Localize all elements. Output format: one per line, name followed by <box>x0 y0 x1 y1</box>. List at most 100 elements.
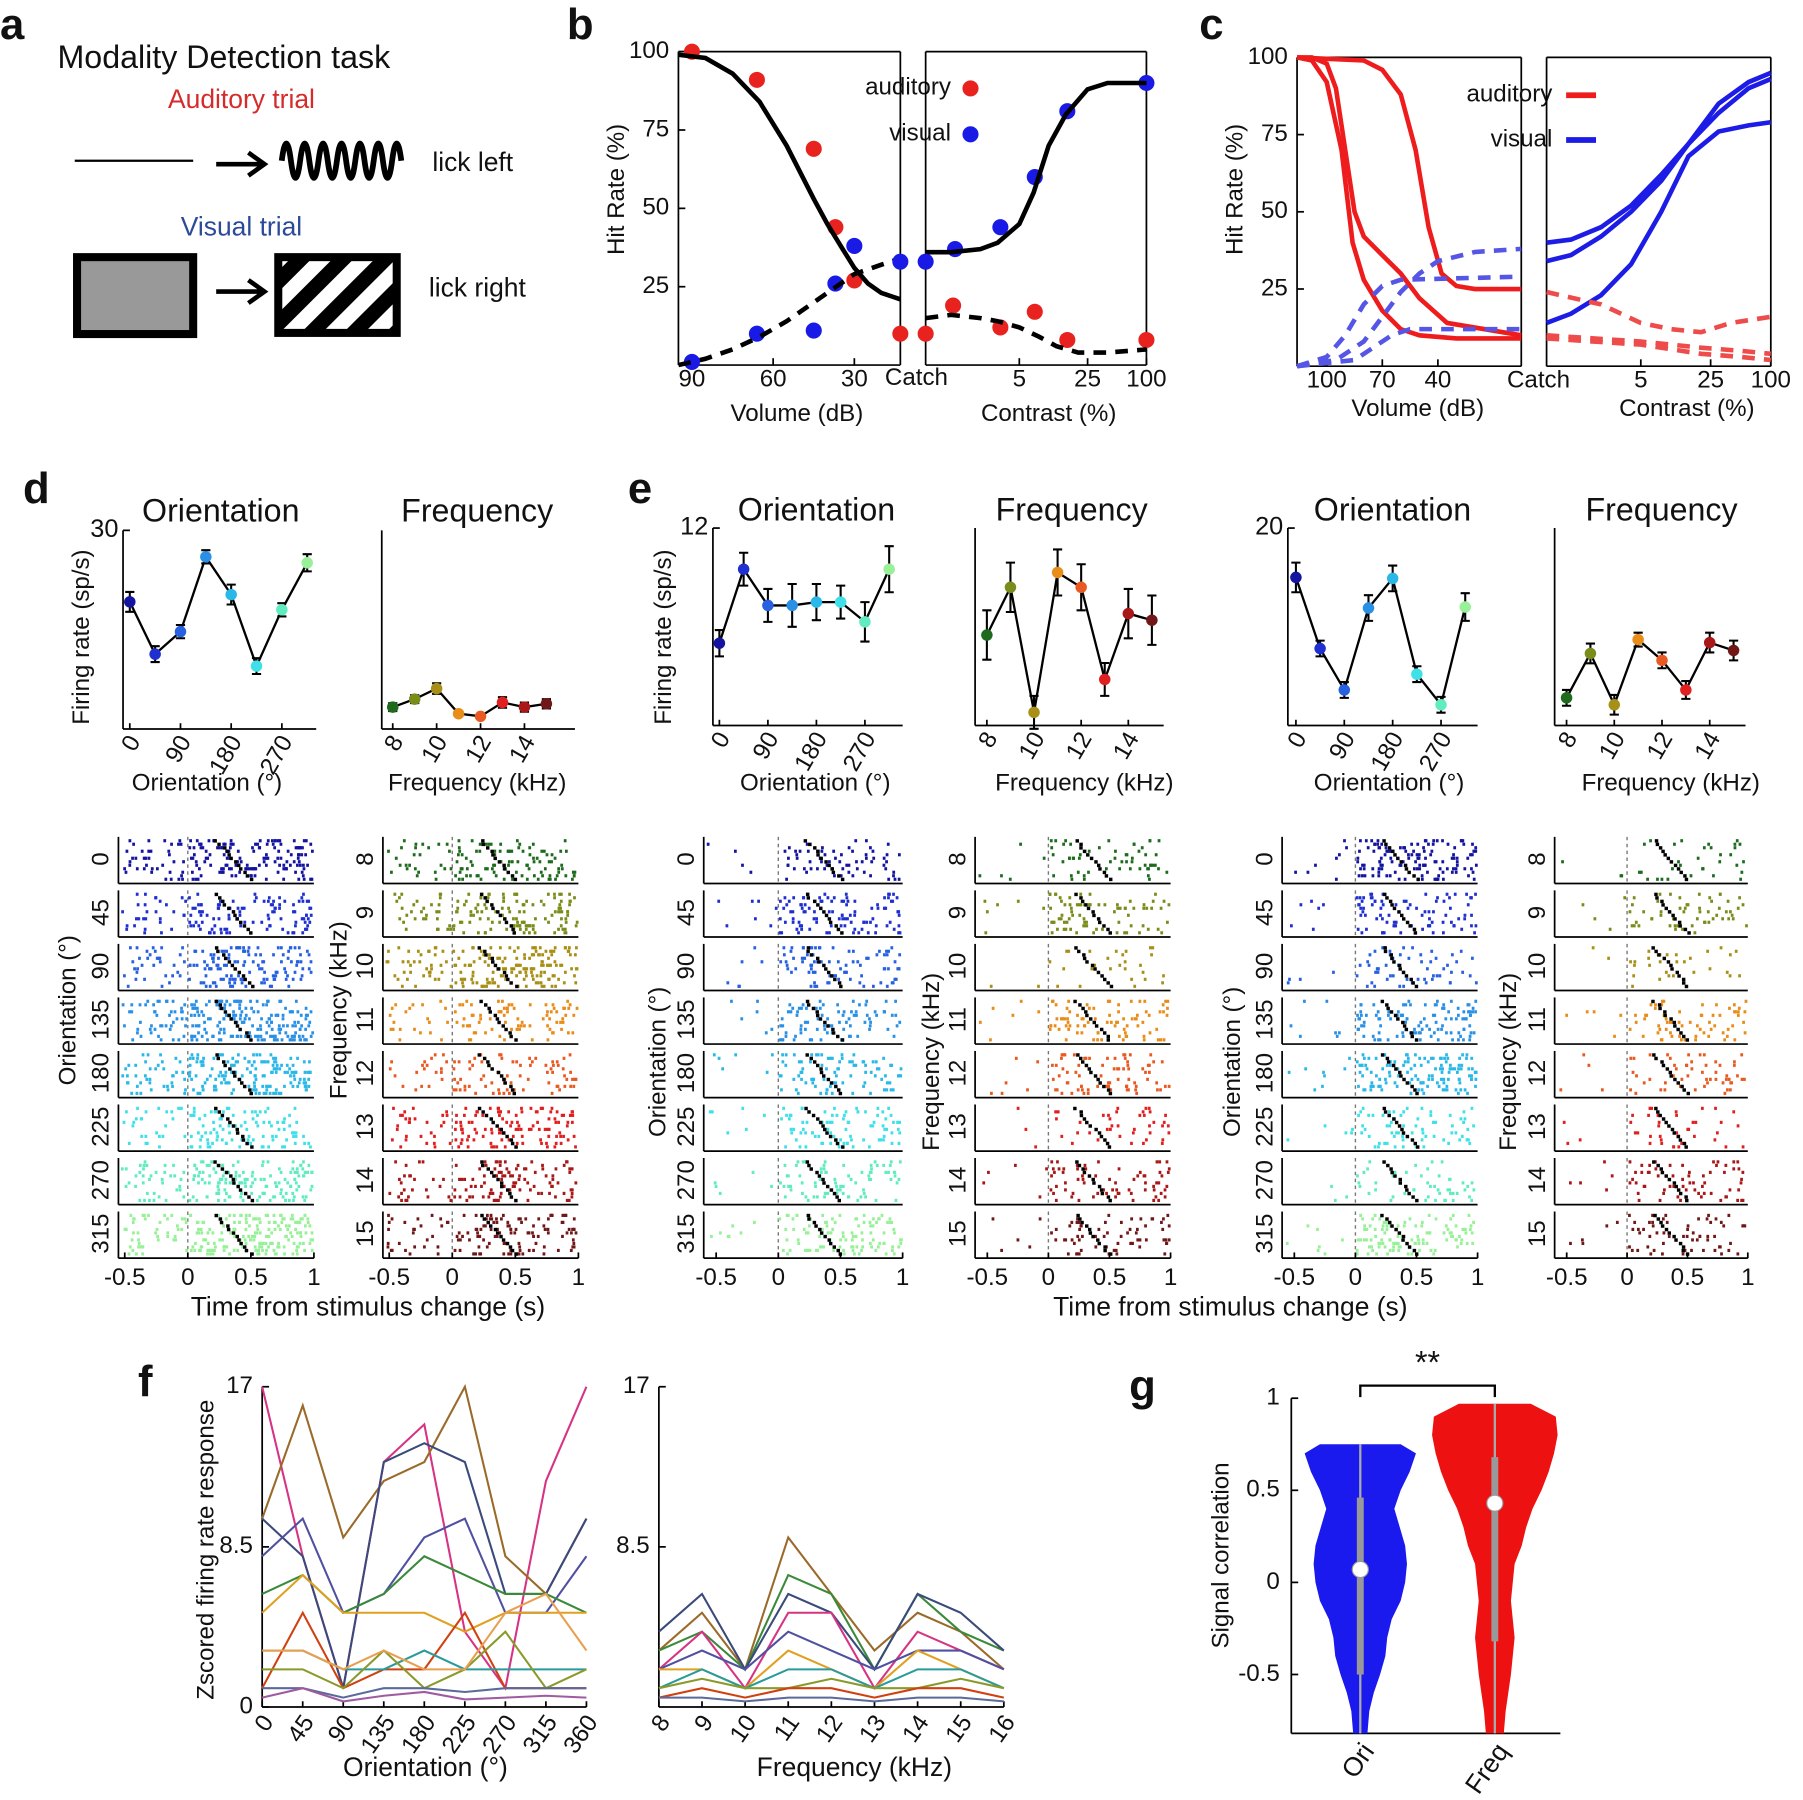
spike <box>808 927 812 931</box>
spike <box>893 960 897 964</box>
spike <box>531 974 534 978</box>
spike <box>862 1188 865 1192</box>
spike <box>299 1013 303 1017</box>
spike <box>1454 1017 1458 1021</box>
spike <box>554 1141 558 1145</box>
spike <box>877 1067 881 1071</box>
spike <box>406 960 410 964</box>
spike <box>501 913 504 917</box>
spike <box>386 1245 390 1249</box>
spike <box>823 1195 826 1199</box>
spike <box>232 1088 235 1092</box>
y-axis-label: Hit Rate (%) <box>1221 124 1248 255</box>
spike <box>285 1234 288 1238</box>
spike <box>485 1245 489 1249</box>
spike <box>499 1053 503 1057</box>
spike <box>865 956 868 960</box>
spike <box>1056 984 1060 988</box>
spike <box>804 1131 807 1135</box>
spike <box>850 1010 853 1014</box>
spike <box>175 1224 179 1228</box>
spike <box>309 1010 313 1014</box>
spike <box>175 1188 179 1192</box>
spike <box>574 967 578 971</box>
spike <box>260 1245 264 1249</box>
spike <box>259 1034 263 1038</box>
spike <box>243 1017 247 1021</box>
spike <box>229 974 233 978</box>
spike <box>807 970 811 974</box>
spike <box>1078 984 1082 988</box>
spike <box>188 896 191 900</box>
spike <box>1076 1131 1079 1135</box>
spike <box>170 1213 174 1217</box>
spike <box>308 1224 312 1228</box>
tuning-point <box>859 616 871 628</box>
spike <box>1162 899 1166 903</box>
spike <box>194 860 198 864</box>
fit-curve <box>677 256 902 368</box>
spike <box>155 867 159 871</box>
lick-marker <box>245 1031 249 1035</box>
spike <box>490 920 494 924</box>
spike <box>560 1027 563 1031</box>
tuning-point <box>301 557 313 569</box>
spike <box>551 1174 555 1178</box>
row-label: 90 <box>1251 953 1278 980</box>
spike <box>203 860 207 864</box>
spike <box>1405 977 1409 981</box>
spike <box>294 846 298 850</box>
spike <box>1063 903 1067 907</box>
spike <box>498 1113 501 1117</box>
lick-marker <box>220 1167 225 1171</box>
spike <box>1079 1248 1083 1253</box>
lick-marker <box>226 1227 231 1232</box>
lick-marker <box>1085 1013 1089 1018</box>
tuning-point <box>1459 601 1471 613</box>
lick-marker <box>216 1056 220 1061</box>
spike <box>518 970 522 974</box>
spike <box>1051 853 1055 857</box>
spike <box>847 863 851 867</box>
spike <box>465 1024 469 1028</box>
spike <box>252 849 256 853</box>
lick-marker <box>809 953 814 957</box>
spike <box>224 1181 228 1185</box>
spike <box>218 903 222 907</box>
spike <box>1148 1124 1151 1128</box>
spike <box>535 974 539 978</box>
spike <box>201 1160 205 1164</box>
lick-marker <box>497 1020 501 1025</box>
spike <box>1057 1074 1061 1078</box>
spike <box>276 870 280 874</box>
fit-curve <box>1546 333 1772 357</box>
spike <box>882 863 886 867</box>
spike <box>501 960 505 964</box>
spike <box>860 1248 863 1253</box>
spike <box>200 1063 204 1067</box>
lick-marker <box>232 1181 236 1185</box>
spike <box>174 1056 178 1060</box>
spike <box>822 1245 825 1249</box>
spike <box>534 949 538 953</box>
spike <box>404 927 408 931</box>
spike <box>726 1234 730 1238</box>
spike <box>1362 1024 1366 1028</box>
spike <box>795 927 799 931</box>
spike <box>1377 870 1381 874</box>
spike <box>840 899 844 903</box>
spike <box>271 1138 275 1142</box>
spike <box>270 1231 274 1235</box>
spike <box>143 1217 147 1221</box>
lick-marker <box>482 1217 487 1221</box>
spike <box>528 931 531 935</box>
spike <box>1115 903 1119 907</box>
spike <box>1076 1234 1080 1238</box>
lick-marker <box>1398 967 1402 971</box>
spike <box>309 913 313 917</box>
spike <box>568 953 572 957</box>
spike <box>870 1245 873 1249</box>
spike <box>1130 1017 1134 1021</box>
spike <box>572 1084 576 1088</box>
lick-marker <box>223 846 227 850</box>
